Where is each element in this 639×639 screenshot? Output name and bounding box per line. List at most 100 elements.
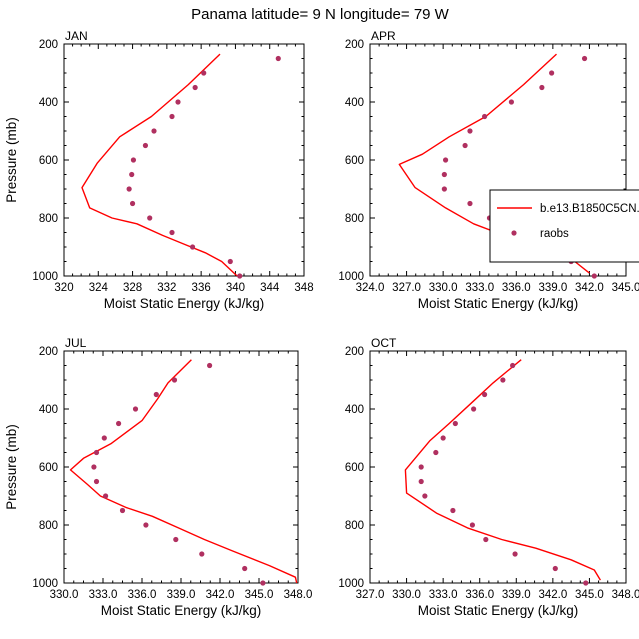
x-tick-label: 328 xyxy=(123,282,142,294)
raobs-point xyxy=(142,142,149,149)
x-tick-label: 342.0 xyxy=(575,282,604,294)
y-axis-title: Pressure (mb) xyxy=(4,117,19,203)
y-tick-label: 1000 xyxy=(32,578,58,590)
x-tick-label: 345.0 xyxy=(575,589,604,601)
raobs-point xyxy=(227,258,233,265)
raobs-point xyxy=(169,113,175,120)
raobs-point xyxy=(433,449,439,456)
raobs-point xyxy=(508,99,515,105)
raobs-point xyxy=(481,113,488,120)
legend-marker-swatch xyxy=(511,230,517,236)
raobs-point xyxy=(510,362,516,369)
x-tick-label: 339.0 xyxy=(167,589,196,601)
model-line-jan xyxy=(81,53,238,276)
x-tick-label: 324.0 xyxy=(356,282,385,294)
panel-apr: 324.0 327.0 330.0 333.0 336.0 339.0 342.0 345.0… xyxy=(338,29,639,311)
y-tick-label: 1000 xyxy=(338,578,364,590)
panel-jan: 320 324 328 332 336 340 344 348 200 400 600 800 1000… xyxy=(4,29,314,311)
raobs-point xyxy=(93,478,100,485)
x-tick-label: 327.0 xyxy=(356,589,385,601)
y-tick-label: 600 xyxy=(345,155,364,167)
raobs-point xyxy=(471,406,477,412)
raobs-point xyxy=(126,186,132,192)
x-tick-label: 339.0 xyxy=(538,282,567,294)
x-tick-label: 348.0 xyxy=(612,589,639,601)
y-tick-label: 800 xyxy=(39,213,58,225)
y-tick-label: 1000 xyxy=(338,271,364,283)
panel-jul: 330.0 333.0 336.0 339.0 342.0 345.0 348.0 200 40… xyxy=(4,336,312,618)
raobs-point xyxy=(169,229,175,236)
x-tick-label: 320 xyxy=(54,282,73,294)
y-axis-title: Pressure (mb) xyxy=(4,424,19,510)
x-tick-label: 327.0 xyxy=(392,282,421,294)
model-line-oct xyxy=(404,359,601,581)
raobs-point xyxy=(242,565,248,572)
x-tick-label: 345.0 xyxy=(245,589,274,601)
x-tick-label: 348 xyxy=(294,282,313,294)
x-tick-label: 324 xyxy=(89,282,109,294)
model-line-jul xyxy=(69,359,298,583)
raobs-point xyxy=(450,507,456,514)
y-tick-label: 600 xyxy=(39,462,58,474)
raobs-point xyxy=(103,493,109,499)
raobs-point xyxy=(418,478,424,485)
raobs-point xyxy=(467,128,473,134)
x-tick-label: 333.0 xyxy=(89,589,118,601)
x-tick-label: 336.0 xyxy=(502,282,531,294)
y-tick-label: 200 xyxy=(345,346,364,358)
raobs-point xyxy=(171,377,178,383)
raobs-point xyxy=(539,84,545,91)
raobs-point xyxy=(483,536,489,543)
y-tick-label: 400 xyxy=(345,97,364,109)
raobs-point xyxy=(500,377,506,383)
x-tick-label: 345.0 xyxy=(612,282,639,294)
raobs-point xyxy=(452,420,458,427)
legend-box xyxy=(489,189,639,263)
raobs-point xyxy=(153,391,159,398)
x-axis-title: Moist Static Energy (kJ/kg) xyxy=(101,603,262,618)
raobs-point xyxy=(440,435,446,441)
panel-title-jul: JUL xyxy=(65,336,87,350)
x-tick-label: 348.0 xyxy=(284,589,313,601)
raobs-point xyxy=(591,273,597,279)
legend: b.e13.B1850C5CN.ne raobs xyxy=(489,189,639,263)
y-tick-label: 200 xyxy=(39,346,58,358)
y-tick-label: 400 xyxy=(39,404,58,416)
raobs-point xyxy=(132,406,139,412)
raobs-point xyxy=(549,70,555,76)
x-tick-label: 330.0 xyxy=(392,589,421,601)
x-tick-label: 332 xyxy=(157,282,176,294)
x-tick-label: 330.0 xyxy=(50,589,79,601)
y-tick-label: 200 xyxy=(345,39,364,51)
x-tick-label: 344 xyxy=(260,282,280,294)
raobs-point xyxy=(207,362,213,369)
raobs-point xyxy=(260,580,266,586)
raobs-point xyxy=(151,128,157,134)
panel-title-apr: APR xyxy=(371,29,396,43)
y-tick-label: 200 xyxy=(39,39,58,51)
raobs-point xyxy=(129,171,135,178)
x-tick-label: 330.0 xyxy=(429,282,458,294)
raobs-point xyxy=(441,186,447,192)
raobs-point xyxy=(583,580,589,586)
x-tick-label: 333.0 xyxy=(429,589,458,601)
y-tick-label: 600 xyxy=(345,462,364,474)
x-axis-title: Moist Static Energy (kJ/kg) xyxy=(418,296,579,311)
raobs-point xyxy=(512,551,518,557)
raobs-point xyxy=(101,435,107,441)
x-tick-label: 336 xyxy=(192,282,211,294)
raobs-point xyxy=(469,522,475,528)
raobs-point xyxy=(422,493,428,499)
raobs-point xyxy=(143,522,149,528)
raobs-point xyxy=(462,142,468,149)
raobs-point xyxy=(147,215,153,221)
raobs-point xyxy=(467,200,473,207)
raobs-point xyxy=(129,200,136,207)
y-tick-label: 800 xyxy=(345,520,364,532)
y-tick-label: 1000 xyxy=(32,271,58,283)
x-tick-label: 336.0 xyxy=(465,589,494,601)
x-axis-title: Moist Static Energy (kJ/kg) xyxy=(104,296,265,311)
panel-oct: 327.0 330.0 333.0 336.0 339.0 342.0 345.0 348.0… xyxy=(338,336,639,618)
raobs-point xyxy=(442,157,449,163)
